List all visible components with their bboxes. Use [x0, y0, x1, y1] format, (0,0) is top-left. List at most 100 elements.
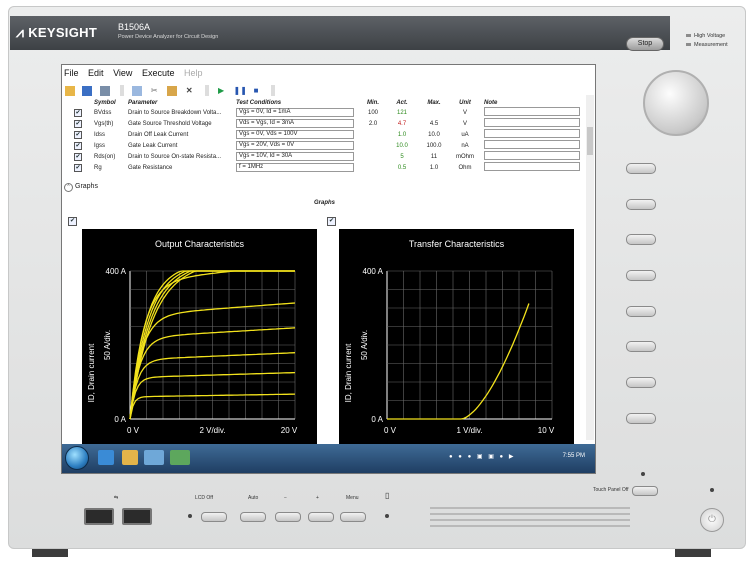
delete-icon[interactable]: ✕ — [185, 85, 193, 95]
paste-icon[interactable] — [166, 85, 177, 96]
cell-max: 1.0 — [429, 164, 439, 171]
transfer-graph-checkbox[interactable]: ✔ — [327, 217, 336, 226]
cell-parameter: Gate Source Threshold Voltage — [128, 120, 212, 127]
touch-panel-off-button[interactable] — [632, 486, 658, 496]
graphs-toggle[interactable]: ⌃ Graphs — [64, 183, 98, 192]
cell-min — [360, 162, 386, 173]
table-header-row: Symbol Parameter Test Conditions Min. Ac… — [70, 99, 584, 107]
row-checkbox[interactable]: ✔ — [74, 119, 82, 128]
pause-icon[interactable]: ❚❚ — [233, 85, 247, 95]
col-parameter: Parameter — [128, 100, 158, 106]
windows-start-icon[interactable] — [65, 446, 89, 470]
transfer-curve — [420, 303, 530, 420]
row-checkbox[interactable]: ✔ — [74, 163, 82, 172]
open-icon[interactable] — [65, 85, 75, 96]
print-icon[interactable] — [99, 85, 110, 96]
softkey-3[interactable] — [626, 234, 656, 245]
row-checkbox[interactable]: ✔ — [74, 152, 82, 161]
menu-execute[interactable]: Execute — [141, 68, 175, 78]
cell-symbol: Vgs(th) — [94, 120, 114, 127]
conditions-field[interactable]: Vgs = 0V, Id = 1mA — [236, 108, 354, 117]
note-field[interactable] — [484, 162, 580, 171]
foot — [32, 549, 68, 557]
output-graph-checkbox[interactable]: ✔ — [68, 217, 77, 226]
output-curve — [129, 352, 296, 420]
system-tray: ● ● ● ▣ ▣ ● ▶ — [449, 454, 516, 460]
y-div-label: 50 A/div. — [360, 330, 369, 360]
cell-act: 5 — [400, 153, 404, 160]
menu-file[interactable]: File — [64, 68, 79, 78]
y-bottom-label: 0 A — [114, 415, 126, 424]
softkey-1[interactable] — [626, 163, 656, 174]
cell-min — [360, 140, 386, 151]
model-subtitle: Power Device Analyzer for Circuit Design — [118, 34, 219, 40]
cell-unit: Ohm — [458, 164, 472, 171]
y-top-label: 400 A — [363, 267, 384, 276]
col-note: Note — [484, 100, 498, 106]
cut-icon[interactable]: ✂ — [150, 85, 158, 95]
app-icon[interactable] — [144, 450, 164, 465]
auto-button[interactable] — [240, 512, 266, 522]
folder-icon[interactable] — [122, 450, 138, 465]
lcd-off-label: LCD Off — [195, 495, 213, 501]
note-field[interactable] — [484, 129, 580, 138]
menu-button[interactable] — [340, 512, 366, 522]
menu-view[interactable]: View — [113, 68, 133, 78]
row-checkbox[interactable]: ✔ — [74, 108, 82, 117]
row-checkbox[interactable]: ✔ — [74, 130, 82, 139]
storage-led — [385, 514, 389, 518]
taskbar: ● ● ● ▣ ▣ ● ▶ 7:55 PM — [62, 444, 595, 473]
taskbar-clock: 7:55 PM — [562, 453, 585, 459]
menu-help[interactable]: Help — [183, 68, 203, 78]
output-curve — [129, 327, 296, 420]
transfer-characteristics-plot: Transfer Characteristics 400 A 0 A ID, Dra… — [339, 229, 574, 469]
brand-bar — [10, 16, 670, 50]
scrollbar-thumb[interactable] — [587, 127, 593, 155]
copy-icon[interactable] — [131, 85, 142, 96]
run-icon[interactable]: ▶ — [218, 85, 225, 95]
stop-button[interactable]: Stop — [626, 37, 664, 51]
conditions-field[interactable]: Vgs = 20V, Vds = 0V — [236, 141, 354, 150]
softkey-6[interactable] — [626, 341, 656, 352]
output-curve — [129, 270, 295, 420]
cell-min: 100 — [367, 109, 378, 116]
row-checkbox[interactable]: ✔ — [74, 141, 82, 150]
note-field[interactable] — [484, 107, 580, 116]
col-unit: Unit — [459, 100, 471, 106]
cell-symbol: BVdss — [94, 109, 112, 116]
foot — [675, 549, 711, 557]
hv-line2: Measurement — [694, 42, 728, 48]
menu-edit[interactable]: Edit — [88, 68, 104, 78]
plus-button[interactable] — [308, 512, 334, 522]
app-icon[interactable] — [170, 450, 190, 465]
usb-icon: ⇆ — [114, 495, 119, 501]
lcd-off-button[interactable] — [201, 512, 227, 522]
power-button[interactable]: ⏻ — [700, 508, 724, 532]
ie-icon[interactable] — [98, 450, 114, 465]
stop-icon[interactable]: ■ — [253, 85, 259, 95]
rotary-knob[interactable] — [643, 70, 709, 136]
note-field[interactable] — [484, 151, 580, 160]
cell-max: 10.0 — [428, 131, 440, 138]
softkey-5[interactable] — [626, 306, 656, 317]
softkey-7[interactable] — [626, 377, 656, 388]
col-min: Min. — [367, 100, 379, 106]
table-row: ✔ BVdss Drain to Source Breakdown Volta...… — [70, 107, 584, 118]
y-axis-label: ID, Drain current — [87, 343, 96, 402]
softkey-4[interactable] — [626, 270, 656, 281]
softkey-8[interactable] — [626, 413, 656, 424]
minus-button[interactable] — [275, 512, 301, 522]
softkey-2[interactable] — [626, 199, 656, 210]
note-field[interactable] — [484, 140, 580, 149]
save-icon[interactable] — [82, 85, 93, 96]
conditions-field[interactable]: f = 1MHz — [236, 163, 354, 172]
vertical-scrollbar[interactable] — [586, 95, 594, 440]
conditions-field[interactable]: Vgs = 0V, Vds = 100V — [236, 130, 354, 139]
minus-label: − — [284, 495, 287, 501]
note-field[interactable] — [484, 118, 580, 127]
conditions-field[interactable]: Vds = Vgs, Id = 3mA — [236, 119, 354, 128]
cell-min — [360, 151, 386, 162]
cell-unit: nA — [461, 142, 469, 149]
table-row: ✔ Rds(on) Drain to Source On-state Resista… — [70, 151, 584, 162]
conditions-field[interactable]: Vgs = 10V, Id = 30A — [236, 152, 354, 161]
